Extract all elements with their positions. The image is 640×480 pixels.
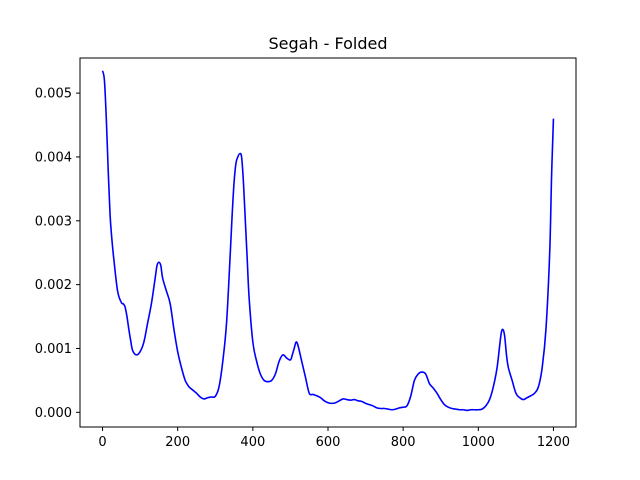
x-tick-label: 1000 [462,435,495,450]
x-tick-label: 200 [165,435,190,450]
y-tick-label: 0.002 [35,278,72,293]
y-tick-label: 0.001 [35,342,72,357]
y-axis: 0.000 0.001 0.002 0.003 0.004 0.005 [35,87,80,421]
y-tick-label: 0.000 [35,406,72,421]
x-axis: 0 200 400 600 800 1000 1200 [98,427,570,450]
y-tick-label: 0.005 [35,87,72,102]
y-tick-label: 0.004 [35,150,72,165]
x-tick-label: 600 [316,435,341,450]
series-line-0 [101,70,555,412]
x-tick-label: 1200 [537,435,570,450]
y-tick-label: 0.003 [35,214,72,229]
series-layer [101,70,555,412]
chart-title: Segah - Folded [268,34,387,53]
x-tick-label: 0 [98,435,106,450]
x-tick-label: 800 [391,435,416,450]
x-tick-label: 400 [240,435,265,450]
